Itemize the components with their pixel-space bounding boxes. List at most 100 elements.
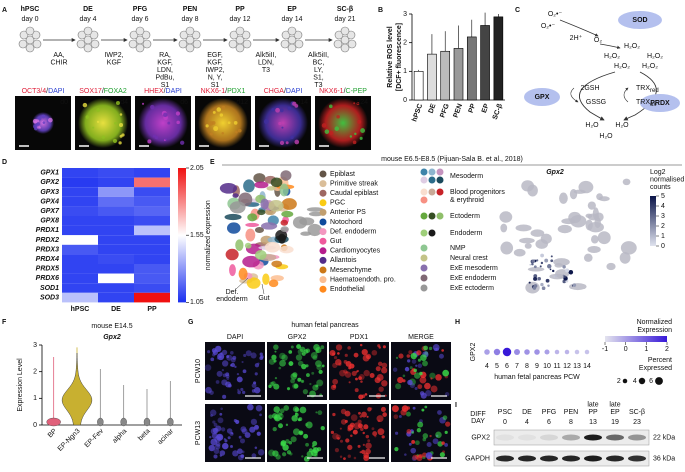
legend-label: Caudal epiblast xyxy=(330,190,378,197)
micrograph-speckle xyxy=(285,141,289,145)
micrograph-speckle xyxy=(242,369,247,374)
micrograph-speckle xyxy=(150,104,155,110)
x-tick-label: 7 xyxy=(515,363,519,370)
micrograph-speckle xyxy=(372,431,378,437)
micrograph-speckle xyxy=(337,437,340,440)
x-tick-label: 6 xyxy=(505,363,509,370)
legend-label: Anterior PS xyxy=(330,209,366,216)
colorbar xyxy=(650,196,656,246)
annotation: endoderm xyxy=(216,296,248,303)
micrograph-speckle xyxy=(320,425,325,431)
band xyxy=(584,434,602,441)
expression-point xyxy=(565,268,570,273)
x-tick-label: beta xyxy=(137,428,152,443)
gene-title: Gpx2 xyxy=(103,334,121,341)
heatmap-cell xyxy=(134,187,170,197)
lane-label: late xyxy=(587,401,598,408)
micrograph-speckle xyxy=(212,420,216,424)
micrograph-speckle xyxy=(353,352,359,358)
expression-point xyxy=(555,274,558,277)
y-tick-label: 1 xyxy=(403,68,407,75)
micrograph-speckle xyxy=(377,428,385,436)
heatmap-cell xyxy=(62,206,98,216)
micrograph-speckle xyxy=(404,407,407,410)
micrograph-speckle xyxy=(365,353,372,360)
cell xyxy=(89,30,99,40)
micrograph-speckle xyxy=(228,383,232,388)
micrograph-signal xyxy=(258,98,308,148)
factor: S1 xyxy=(211,82,220,89)
gene-title: Gpx2 xyxy=(546,169,564,176)
bar xyxy=(466,36,477,101)
expression-point xyxy=(533,284,538,288)
micrograph-speckle xyxy=(339,455,343,459)
umap-cluster xyxy=(554,263,563,268)
micrograph-speckle xyxy=(332,378,339,385)
species: 2GSH xyxy=(580,85,599,92)
x-tick-label: PFG xyxy=(439,102,451,118)
cell-cluster xyxy=(76,26,100,53)
micrograph-speckle xyxy=(344,371,352,378)
micrograph-speckle xyxy=(332,433,339,440)
colorbar-tick-label: 0 xyxy=(624,346,628,353)
umap-cluster xyxy=(280,170,292,181)
heatmap-cell xyxy=(98,196,134,207)
dot xyxy=(564,349,570,355)
umap-cluster xyxy=(569,283,587,291)
heatmap-cell xyxy=(62,273,98,284)
cell xyxy=(241,30,251,40)
gene-label: GPX2 xyxy=(40,179,59,186)
micrograph-speckle xyxy=(240,387,244,392)
micrograph-speckle xyxy=(382,412,387,417)
gene-label: PRDX3 xyxy=(36,246,59,253)
micrograph-speckle xyxy=(274,350,277,353)
legend-swatch xyxy=(436,188,444,196)
micrograph-speckle xyxy=(395,356,399,360)
micrograph-speckle xyxy=(311,371,315,375)
micrograph-speckle xyxy=(377,361,383,367)
micrograph-speckle xyxy=(230,351,234,355)
band-label: GPX2 xyxy=(471,434,490,441)
micrograph-speckle xyxy=(358,376,362,380)
micrograph-speckle xyxy=(237,448,243,455)
heatmap-cell xyxy=(134,264,170,274)
micrograph-speckle xyxy=(411,456,417,462)
umap-cluster xyxy=(606,262,616,271)
cell xyxy=(281,30,291,40)
expression-point xyxy=(528,281,531,284)
micrograph-speckle xyxy=(371,427,375,431)
micrograph-speckle xyxy=(365,434,370,439)
legend-label: Endoderm xyxy=(450,230,482,237)
stage-day: day 8 xyxy=(181,16,198,23)
legend-swatch xyxy=(420,274,428,282)
micrograph-speckle xyxy=(167,121,171,125)
micrograph-speckle xyxy=(220,352,223,355)
umap-cluster xyxy=(257,209,266,216)
micrograph-speckle xyxy=(419,391,425,396)
micrograph-speckle xyxy=(313,343,320,351)
heatmap-cell xyxy=(62,216,98,226)
micrograph-speckle xyxy=(244,432,251,439)
micrograph-speckle xyxy=(273,383,280,390)
y-axis-label: Relative ROS level xyxy=(387,26,394,88)
micrograph-speckle xyxy=(175,111,181,116)
micrograph-speckle xyxy=(213,423,218,427)
umap-cluster xyxy=(278,233,286,244)
micrograph-speckle xyxy=(433,347,438,352)
legend-label: ExE endoderm xyxy=(450,275,496,282)
micrograph-speckle xyxy=(259,352,263,356)
heatmap-cell xyxy=(62,235,98,245)
micrograph-speckle xyxy=(419,371,423,376)
legend-swatch xyxy=(436,176,444,184)
band xyxy=(562,455,580,462)
species: O₂•⁻ xyxy=(548,11,563,18)
micrograph-speckle xyxy=(411,440,416,444)
heatmap-cell xyxy=(98,225,134,236)
y-tick-label: 0 xyxy=(403,97,407,104)
umap-cluster xyxy=(229,201,246,214)
micrograph-speckle xyxy=(441,349,444,352)
lane-label: late xyxy=(609,401,620,408)
species: O₂•⁻ xyxy=(541,23,556,30)
band xyxy=(606,455,624,462)
factor: PdBu, xyxy=(155,74,174,81)
